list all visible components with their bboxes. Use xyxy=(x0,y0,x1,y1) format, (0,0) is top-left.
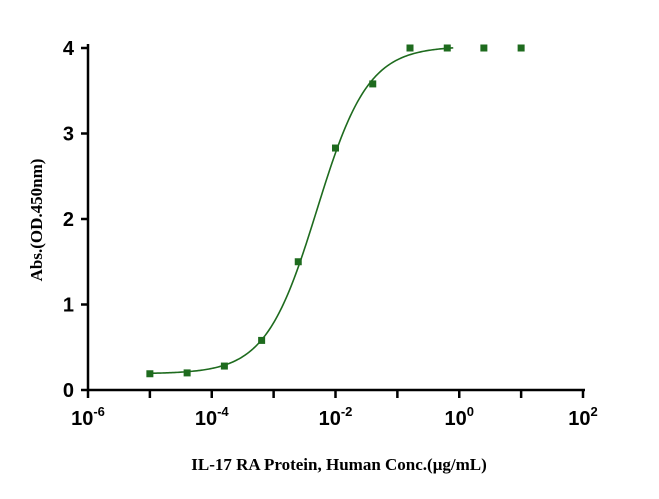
data-points xyxy=(146,44,525,378)
y-axis-title: Abs.(OD.450nm) xyxy=(27,159,46,282)
data-point xyxy=(220,362,228,370)
y-tick-label: 4 xyxy=(63,38,75,60)
tick-labels: 0 1 2 3 4 10-6 10-4 10-2 100 102 xyxy=(63,38,598,430)
y-tick-label: 0 xyxy=(63,380,74,402)
fit-curve xyxy=(149,47,454,375)
fit-curve-layer xyxy=(149,47,454,375)
data-point xyxy=(332,144,339,152)
data-point xyxy=(146,370,154,378)
x-tick-label: 10-6 xyxy=(71,404,105,430)
data-point xyxy=(443,44,451,52)
x-axis-title: IL-17 RA Protein, Human Conc.(μg/mL) xyxy=(191,455,487,474)
data-point xyxy=(480,44,488,52)
x-tick-label: 102 xyxy=(568,404,597,430)
data-point xyxy=(294,258,302,266)
data-point xyxy=(183,369,191,377)
x-tick-label: 100 xyxy=(445,404,474,430)
data-point xyxy=(369,80,377,88)
y-tick-label: 1 xyxy=(63,295,74,317)
x-tick-label: 10-4 xyxy=(195,404,230,430)
data-point xyxy=(406,44,414,52)
y-tick-label: 2 xyxy=(63,209,74,231)
y-tick-label: 3 xyxy=(63,124,74,146)
data-point xyxy=(517,44,525,52)
x-tick-label: 10-2 xyxy=(319,404,353,430)
axes xyxy=(81,44,585,398)
data-point xyxy=(258,336,266,344)
